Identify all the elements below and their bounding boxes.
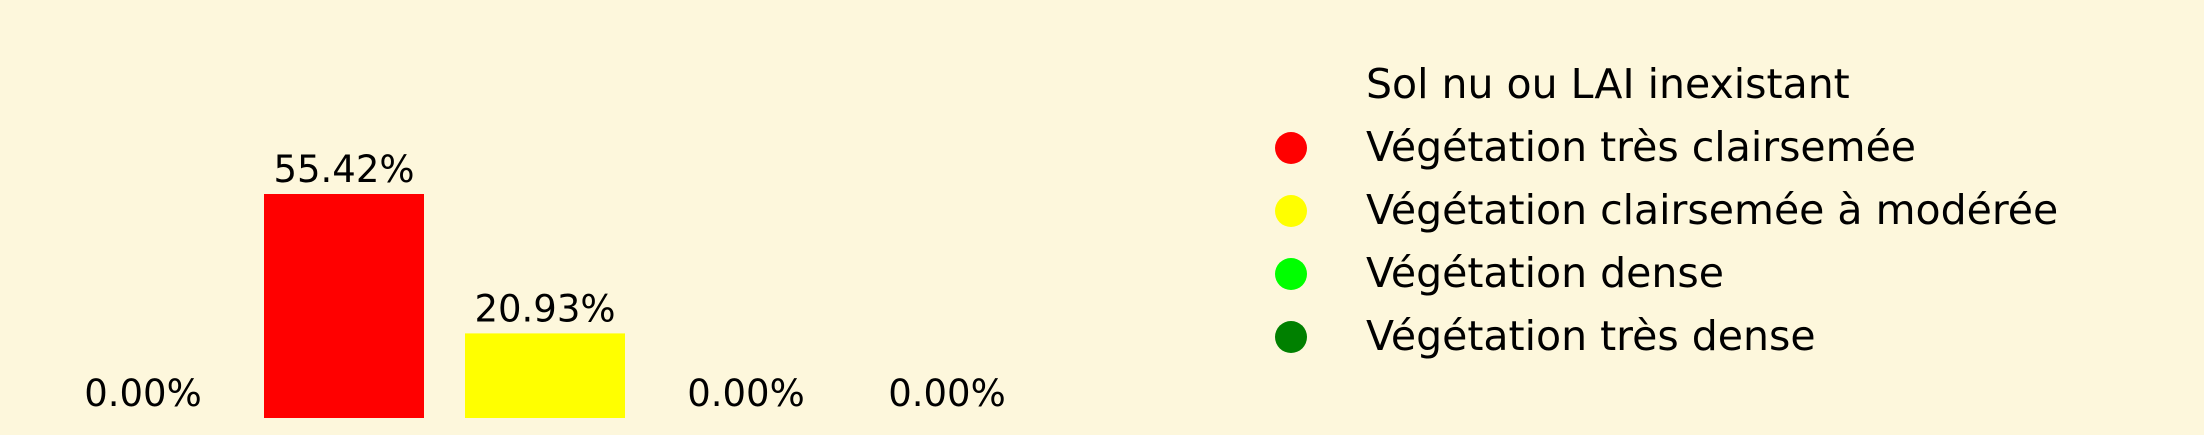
legend-marker-bare-soil — [1275, 69, 1307, 101]
legend-label-sparse-to-moderate-vegetation: Végétation clairsemée à modérée — [1366, 186, 2059, 234]
legend-item-bare-soil: Sol nu ou LAI inexistant — [1270, 54, 2170, 117]
legend-item-very-sparse-vegetation: Végétation très clairsemée — [1270, 117, 2170, 180]
legend-label-dense-vegetation: Végétation dense — [1366, 249, 1724, 297]
legend-marker-sparse-to-moderate-vegetation — [1275, 195, 1307, 227]
legend-label-very-sparse-vegetation: Végétation très clairsemée — [1366, 123, 1917, 171]
legend-item-dense-vegetation: Végétation dense — [1270, 243, 2170, 306]
bar-1 — [264, 194, 424, 418]
legend: Sol nu ou LAI inexistant Végétation très… — [1270, 54, 2170, 369]
legend-marker-dense-vegetation — [1275, 258, 1307, 290]
legend-marker-very-sparse-vegetation — [1275, 132, 1307, 164]
bar-value-label-2: 20.93% — [474, 287, 615, 330]
bar-value-label-4: 0.00% — [888, 372, 1006, 415]
bar-value-label-3: 0.00% — [687, 372, 805, 415]
bar-value-label-1: 55.42% — [273, 148, 414, 191]
legend-item-sparse-to-moderate-vegetation: Végétation clairsemée à modérée — [1270, 180, 2170, 243]
legend-label-very-dense-vegetation: Végétation très dense — [1366, 312, 1816, 360]
legend-item-very-dense-vegetation: Végétation très dense — [1270, 306, 2170, 369]
legend-label-bare-soil: Sol nu ou LAI inexistant — [1366, 60, 1850, 108]
bar-value-label-0: 0.00% — [84, 372, 202, 415]
legend-marker-very-dense-vegetation — [1275, 321, 1307, 353]
bar-2 — [465, 333, 625, 418]
